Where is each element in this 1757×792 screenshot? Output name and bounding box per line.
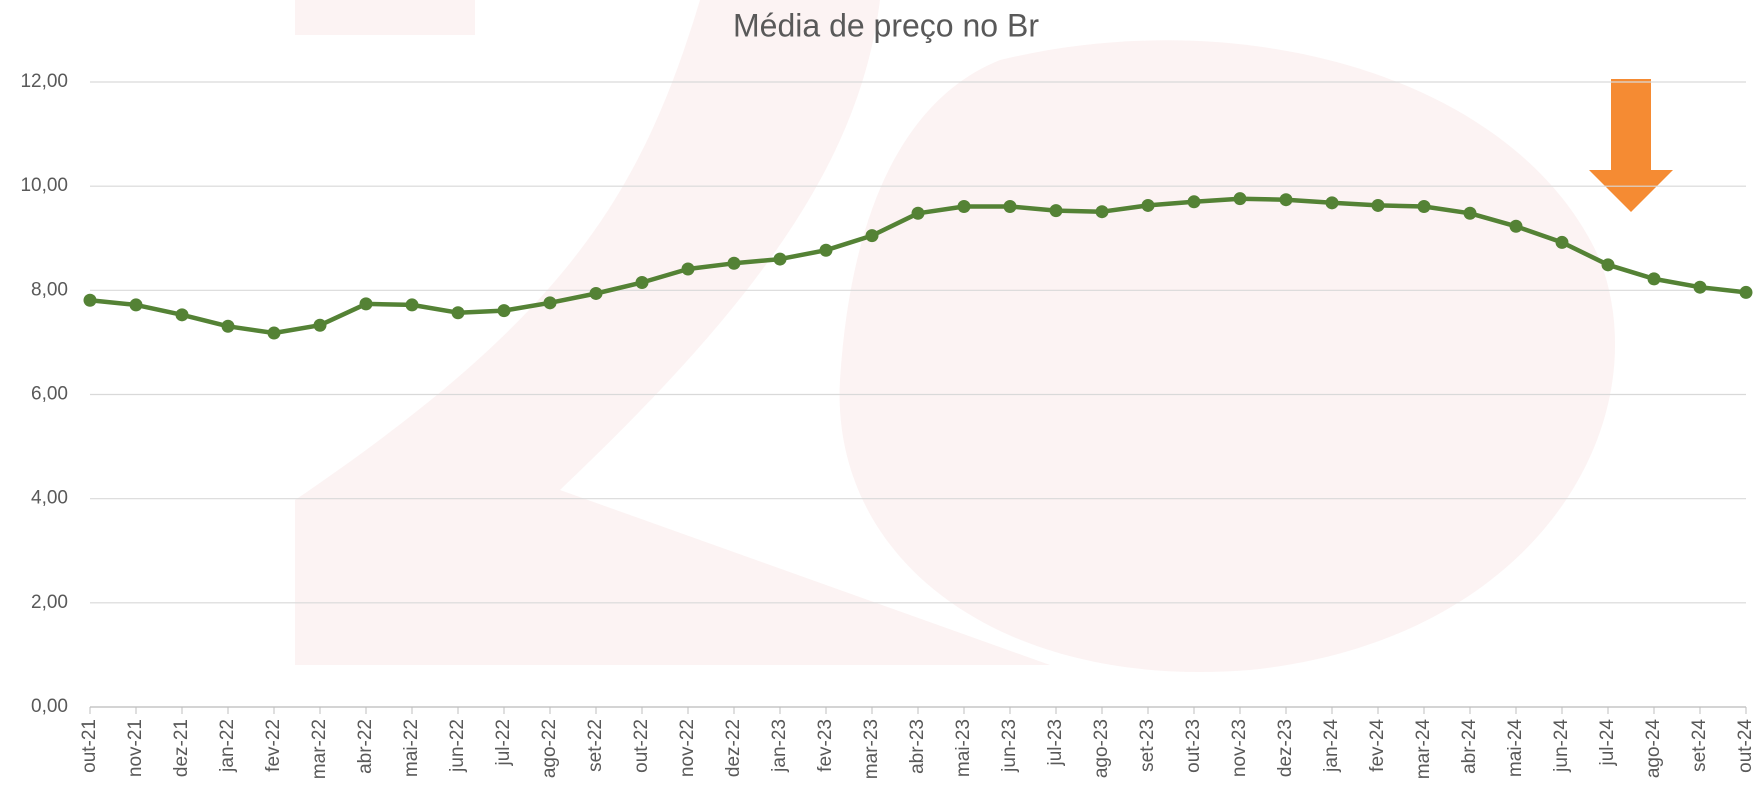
- data-point: [1509, 219, 1523, 233]
- data-point: [221, 319, 235, 333]
- data-point: [727, 256, 741, 270]
- data-point: [451, 306, 465, 320]
- x-tick-label: ago-24: [1643, 719, 1664, 779]
- data-point: [543, 296, 557, 310]
- arrow-annotation: [1589, 79, 1673, 212]
- data-point: [1095, 205, 1109, 219]
- data-point: [1371, 198, 1385, 212]
- x-tick-label: mai-22: [401, 719, 422, 777]
- x-tick-label: jul-22: [493, 719, 514, 766]
- data-point: [589, 286, 603, 300]
- data-point: [911, 206, 925, 220]
- data-point: [1555, 235, 1569, 249]
- x-tick-label: mar-24: [1413, 719, 1434, 780]
- x-tick-label: fev-24: [1367, 719, 1388, 772]
- data-point: [313, 318, 327, 332]
- data-point: [819, 243, 833, 257]
- x-tick-label: abr-23: [907, 719, 928, 774]
- x-tick-label: jul-24: [1597, 719, 1618, 767]
- x-tick-label: out-22: [631, 719, 652, 773]
- chart-title: Média de preço no Br: [733, 7, 1039, 43]
- x-tick-label: jan-24: [1321, 719, 1342, 773]
- x-tick-label: jun-23: [999, 719, 1020, 773]
- data-point: [865, 229, 879, 243]
- data-point: [1279, 193, 1293, 207]
- x-tick-label: jul-23: [1045, 719, 1066, 766]
- data-point: [1325, 196, 1339, 210]
- x-tick-label: mai-24: [1505, 719, 1526, 778]
- data-point: [1647, 272, 1661, 286]
- data-point: [773, 252, 787, 266]
- x-tick-label: set-22: [585, 719, 606, 772]
- x-tick-label: mar-22: [309, 719, 330, 779]
- data-point: [635, 276, 649, 290]
- data-point: [1049, 204, 1063, 218]
- data-point: [267, 326, 281, 340]
- x-tick-label: nov-23: [1229, 719, 1250, 777]
- data-point: [1233, 192, 1247, 206]
- x-tick-label: mar-23: [861, 719, 882, 779]
- x-tick-label: jan-23: [769, 719, 790, 773]
- x-tick-label: ago-22: [539, 719, 560, 778]
- x-tick-label: nov-21: [125, 719, 146, 777]
- watermark: [295, 0, 1616, 673]
- data-point: [405, 298, 419, 312]
- data-point: [1187, 195, 1201, 209]
- data-point: [681, 262, 695, 276]
- data-point: [83, 293, 97, 307]
- x-tick-label: ago-23: [1091, 719, 1112, 778]
- x-tick-label: dez-22: [723, 719, 744, 777]
- data-point: [1601, 258, 1615, 272]
- data-point: [175, 308, 189, 322]
- data-point: [957, 199, 971, 213]
- x-tick-label: set-24: [1689, 719, 1710, 772]
- x-tick-label: dez-23: [1275, 719, 1296, 777]
- y-tick-label: 6,00: [31, 384, 68, 405]
- y-tick-label: 4,00: [31, 488, 68, 509]
- x-tick-label: nov-22: [677, 719, 698, 777]
- data-point: [1003, 199, 1017, 213]
- x-tick-label: fev-22: [263, 719, 284, 772]
- y-tick-label: 2,00: [31, 592, 68, 613]
- x-tick-label: mai-23: [953, 719, 974, 777]
- watermark-shape: [295, 0, 475, 35]
- x-tick-label: abr-22: [355, 719, 376, 774]
- x-tick-label: out-21: [79, 719, 100, 773]
- data-point: [1693, 280, 1707, 294]
- x-tick-label: abr-24: [1459, 719, 1480, 774]
- x-tick-label: jan-22: [217, 719, 238, 773]
- data-point: [497, 304, 511, 318]
- x-tick-label: fev-23: [815, 719, 836, 772]
- x-tick-label: out-23: [1183, 719, 1204, 773]
- x-tick-label: out-24: [1735, 719, 1756, 773]
- y-tick-label: 0,00: [31, 696, 68, 717]
- data-point: [1417, 199, 1431, 213]
- data-point: [359, 297, 373, 311]
- data-point: [1141, 198, 1155, 212]
- y-tick-label: 8,00: [31, 279, 68, 300]
- data-point: [129, 298, 143, 312]
- x-tick-label: jun-22: [447, 719, 468, 773]
- x-tick-label: dez-21: [171, 719, 192, 777]
- watermark-shape: [839, 40, 1616, 673]
- x-tick-label: set-23: [1137, 719, 1158, 772]
- y-tick-label: 12,00: [20, 71, 68, 92]
- x-tick-label: jun-24: [1551, 719, 1572, 773]
- data-point: [1463, 206, 1477, 220]
- data-point: [1739, 285, 1753, 299]
- y-tick-label: 10,00: [20, 175, 68, 196]
